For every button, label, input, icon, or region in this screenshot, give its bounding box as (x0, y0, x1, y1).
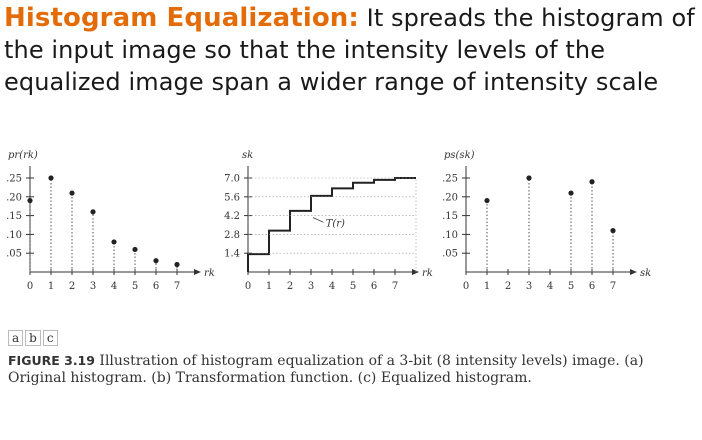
data-point-2-0 (484, 197, 490, 204)
x-tick-label-1-3: 3 (308, 281, 314, 292)
y-tick-label-0-1: .10 (6, 230, 22, 241)
x-tick-label-0-1: 1 (48, 281, 54, 292)
x-tick-label-2-2: 2 (505, 281, 511, 292)
x-axis-arrow-2 (630, 269, 637, 275)
subfig-label-a: a (8, 330, 24, 346)
y-tick-label-2-3: .20 (442, 192, 458, 203)
x-tick-label-1-6: 6 (371, 281, 377, 292)
y-tick-label-1-4: 7.0 (224, 174, 240, 185)
x-tick-label-0-7: 7 (174, 281, 180, 292)
data-point-2-3 (589, 179, 595, 185)
x-axis-arrow-0 (194, 269, 201, 275)
x-axis-label-2: sk (640, 268, 651, 279)
data-point-2-2 (568, 190, 574, 196)
x-tick-label-2-6: 6 (589, 281, 595, 292)
y-tick-label-0-2: .15 (6, 211, 22, 222)
slide-body-text: It spreads the histogram of the input im… (4, 4, 695, 96)
y-tick-label-2-4: .25 (442, 174, 458, 185)
x-tick-label-2-5: 5 (568, 281, 574, 292)
histogram-equalization-figure: pr(rk) rk .05 .10 .15 .20 .25 0 1 2 3 4 5 6 7 sk rk 1.4 2.… (6, 150, 651, 292)
x-tick-label-0-4: 4 (111, 281, 117, 292)
x-tick-label-1-1: 1 (266, 281, 272, 292)
x-tick-label-2-0: 0 (463, 281, 469, 292)
data-point-0-2 (69, 190, 75, 196)
data-point-0-0 (27, 197, 33, 204)
x-tick-label-1-4: 4 (329, 281, 335, 292)
y-tick-label-0-0: .05 (6, 249, 22, 260)
x-tick-label-1-7: 7 (392, 281, 398, 292)
x-tick-label-0-0: 0 (27, 281, 33, 292)
figure-panel: pr(rk) rk .05 .10 .15 .20 .25 0 1 2 3 4 5 6 7 sk rk 1.4 2.… (0, 136, 702, 440)
x-tick-label-0-6: 6 (153, 281, 159, 292)
annotation-leader (312, 217, 324, 223)
y-tick-label-1-3: 5.6 (224, 192, 240, 203)
data-point-0-3 (90, 209, 96, 215)
x-axis-label-1: rk (422, 268, 433, 279)
data-point-2-4 (610, 228, 616, 234)
y-axis-label-2: ps(sk) (444, 150, 475, 161)
x-tick-label-1-5: 5 (350, 281, 356, 292)
x-axis-label-0: rk (204, 268, 215, 279)
y-tick-label-2-0: .05 (442, 249, 458, 260)
y-tick-label-1-1: 2.8 (224, 230, 240, 241)
data-point-0-5 (132, 246, 138, 253)
x-tick-label-2-4: 4 (547, 281, 553, 292)
x-tick-label-0-5: 5 (132, 281, 138, 292)
data-point-0-6 (153, 258, 159, 264)
y-tick-label-0-4: .25 (6, 174, 22, 185)
x-tick-label-2-7: 7 (610, 281, 616, 292)
x-tick-label-1-0: 0 (245, 281, 251, 292)
x-axis-arrow-1 (412, 269, 419, 275)
data-point-2-1 (526, 175, 532, 181)
caption-label: FIGURE 3.19 (8, 353, 95, 368)
x-tick-label-2-1: 1 (484, 281, 490, 292)
y-axis-label-1: sk (242, 150, 253, 161)
caption-text: Illustration of histogram equalization o… (8, 353, 644, 386)
x-tick-label-1-2: 2 (287, 281, 293, 292)
annotation-label: T(r) (326, 218, 345, 229)
x-tick-label-0-2: 2 (69, 281, 75, 292)
data-point-0-4 (111, 239, 117, 245)
y-tick-label-1-2: 4.2 (224, 211, 240, 222)
slide-title: Histogram Equalization: It spreads the h… (4, 2, 699, 98)
x-tick-label-0-3: 3 (90, 281, 96, 292)
x-tick-label-2-3: 3 (526, 281, 532, 292)
y-tick-label-2-1: .10 (442, 230, 458, 241)
y-axis-label-0: pr(rk) (8, 150, 38, 161)
slide-heading: Histogram Equalization: (4, 3, 359, 33)
y-tick-label-1-0: 1.4 (224, 249, 240, 260)
subfigure-labels: a b c (8, 330, 698, 346)
data-point-0-1 (48, 175, 54, 181)
y-tick-label-2-2: .15 (442, 211, 458, 222)
transform-staircase (247, 177, 416, 272)
y-tick-label-0-3: .20 (6, 192, 22, 203)
subfig-label-c: c (42, 330, 58, 346)
figure-caption-area: a b c FIGURE 3.19 Illustration of histog… (8, 330, 698, 387)
data-point-0-7 (174, 261, 180, 268)
figure-caption: FIGURE 3.19 Illustration of histogram eq… (8, 352, 698, 387)
subfig-label-b: b (25, 330, 41, 346)
